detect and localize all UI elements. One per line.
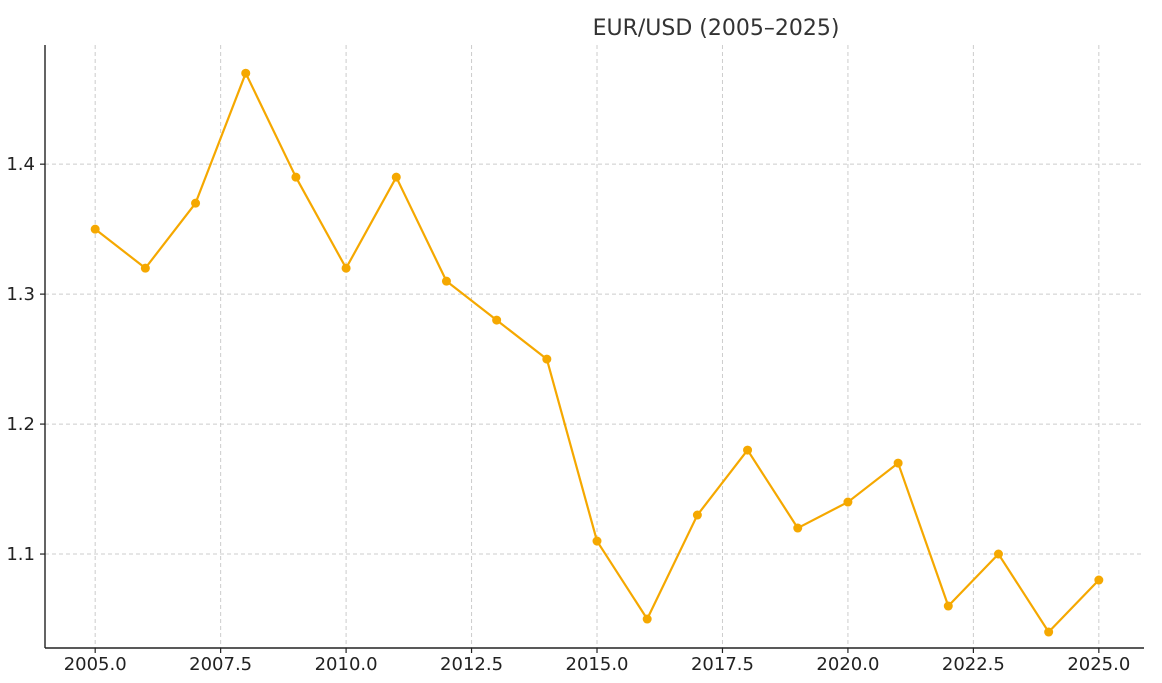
data-point <box>441 276 451 286</box>
x-tick-label: 2022.5 <box>942 654 1005 675</box>
data-point <box>793 523 803 533</box>
data-point <box>642 614 652 624</box>
data-point <box>993 549 1003 559</box>
x-tick-label: 2007.5 <box>189 654 252 675</box>
tick-labels: 2005.0 2007.5 2010.0 2012.5 2015.0 2017.5 2020… <box>6 154 1130 675</box>
data-point <box>391 172 401 182</box>
series <box>90 68 1104 637</box>
data-point <box>191 198 201 208</box>
data-point <box>90 224 100 234</box>
data-point <box>492 315 502 325</box>
x-tick-label: 2012.5 <box>440 654 503 675</box>
x-tick-label: 2015.0 <box>566 654 629 675</box>
data-point <box>843 497 853 507</box>
grid <box>45 45 1144 648</box>
data-point <box>341 263 351 273</box>
chart-title: EUR/USD (2005–2025) <box>593 16 840 41</box>
x-tick-label: 2020.0 <box>816 654 879 675</box>
data-point <box>692 510 702 520</box>
data-point <box>291 172 301 182</box>
data-point <box>241 68 251 78</box>
y-tick-label: 1.3 <box>6 284 35 305</box>
data-point <box>743 445 753 455</box>
axes <box>44 45 1144 649</box>
data-point <box>893 458 903 468</box>
x-tick-label: 2010.0 <box>315 654 378 675</box>
data-point <box>592 536 602 546</box>
x-tick-label: 2017.5 <box>691 654 754 675</box>
x-tick-label: 2005.0 <box>64 654 127 675</box>
y-tick-label: 1.1 <box>6 544 35 565</box>
data-point <box>1044 627 1054 637</box>
data-point <box>140 263 150 273</box>
y-tick-label: 1.4 <box>6 154 35 175</box>
data-point <box>1094 575 1104 585</box>
y-tick-label: 1.2 <box>6 414 35 435</box>
data-point <box>943 601 953 611</box>
data-point <box>542 354 552 364</box>
x-tick-label: 2025.0 <box>1067 654 1130 675</box>
